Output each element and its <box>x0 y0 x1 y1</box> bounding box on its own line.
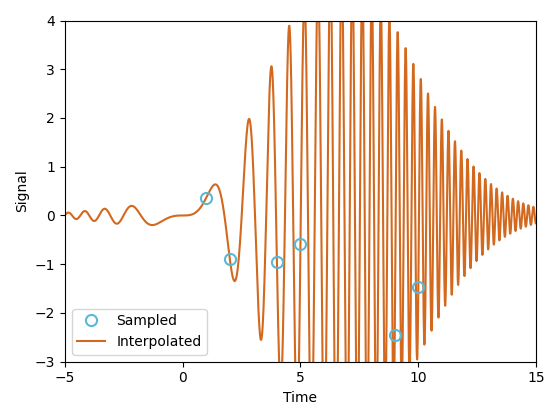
Interpolated <box>413 350 420 355</box>
Legend: Sampled, Interpolated: Sampled, Interpolated <box>72 309 207 355</box>
Sampled <box>297 241 304 246</box>
X-axis label: Time: Time <box>283 391 318 405</box>
Sampled <box>273 260 280 265</box>
Sampled <box>391 332 398 337</box>
Line: Interpolated: Interpolated <box>65 0 536 420</box>
Interpolated <box>241 157 248 162</box>
Interpolated <box>62 213 68 218</box>
Line: Sampled: Sampled <box>200 192 424 420</box>
Interpolated <box>147 222 154 227</box>
Interpolated <box>533 220 539 225</box>
Interpolated <box>449 270 456 275</box>
Y-axis label: Signal: Signal <box>15 170 29 213</box>
Sampled <box>415 285 422 290</box>
Sampled <box>203 195 209 200</box>
Sampled <box>226 256 233 261</box>
